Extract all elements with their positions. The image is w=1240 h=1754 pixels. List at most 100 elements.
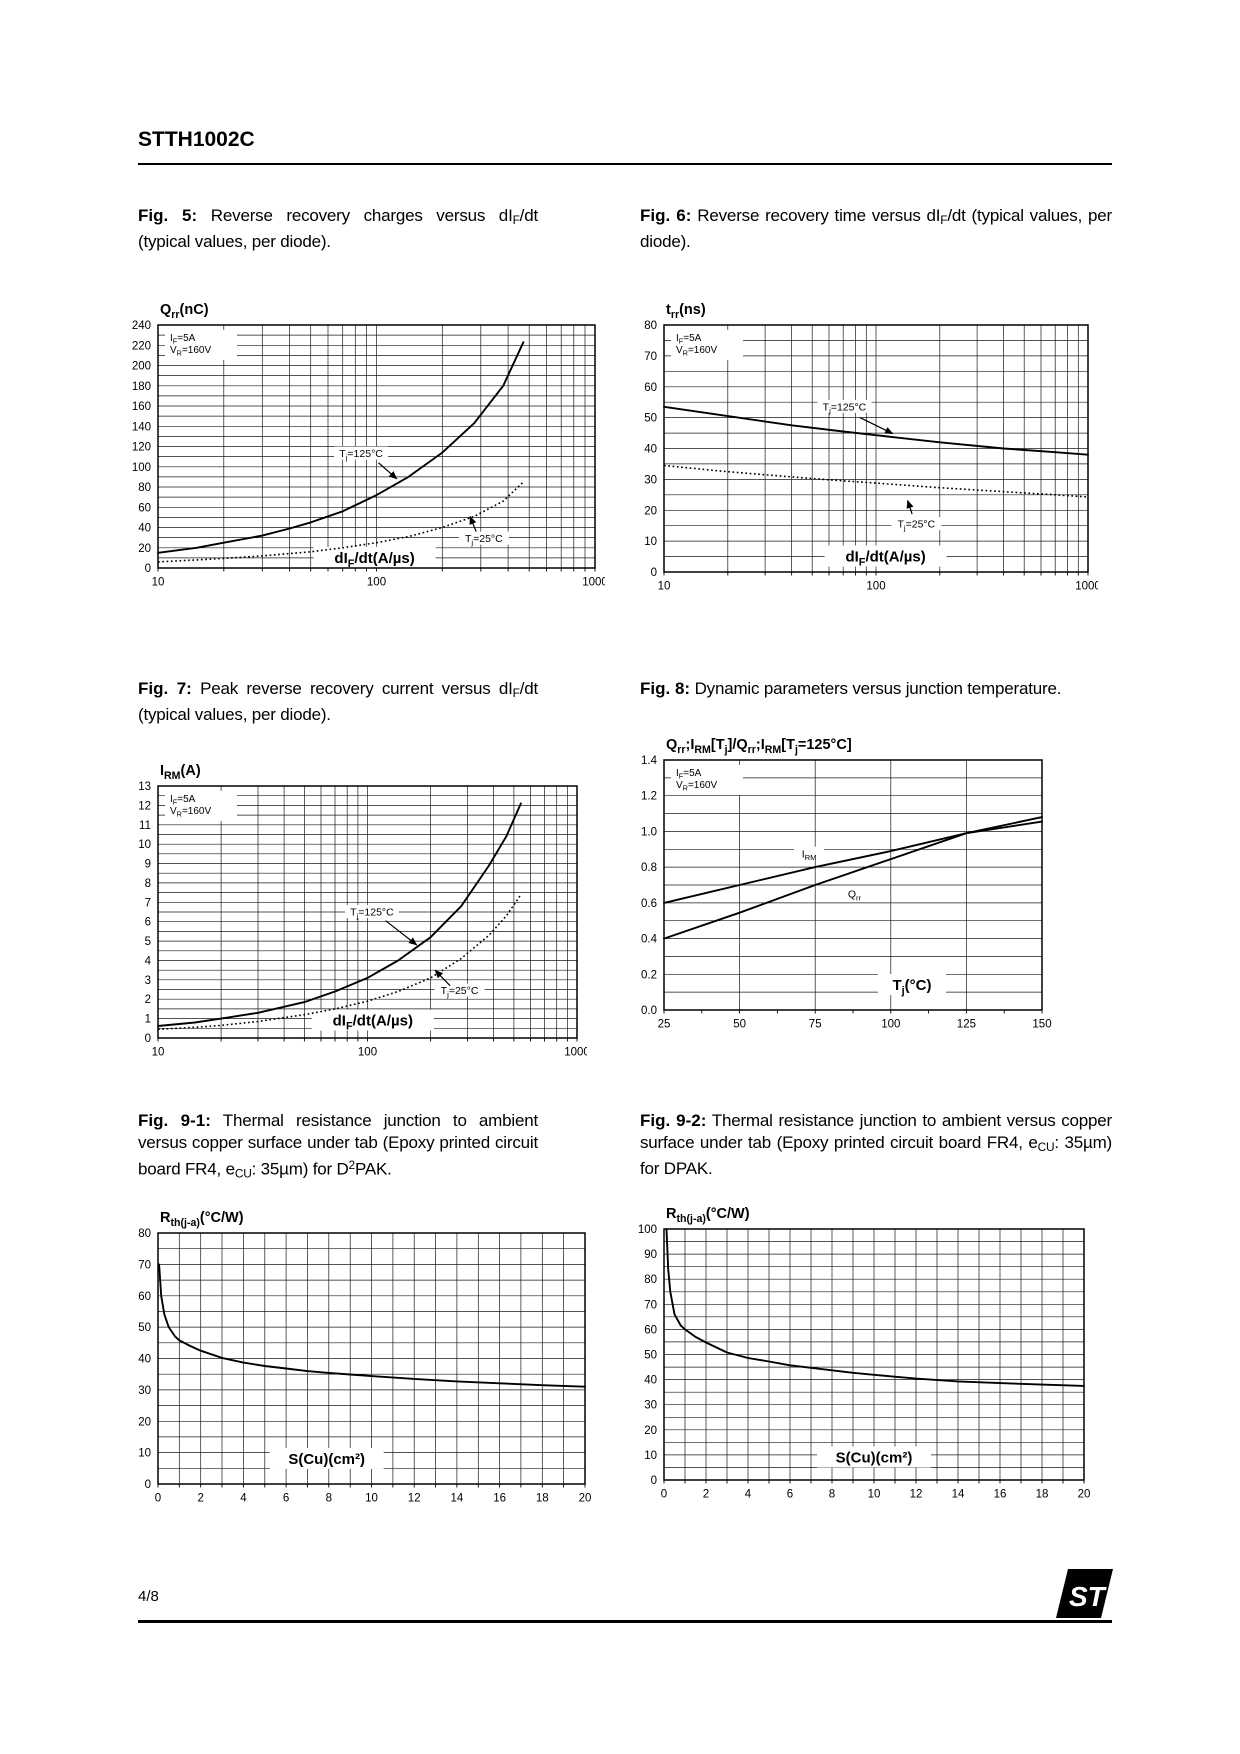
svg-text:60: 60: [644, 382, 657, 394]
svg-text:14: 14: [451, 1493, 464, 1505]
svg-text:180: 180: [132, 381, 151, 393]
svg-text:Tj=125°C: Tj=125°C: [823, 401, 867, 415]
chart-fig7-peak-reverse-recovery-current: dIF/dt(A/µs) IF=5A VR=160V Tj=125°C Tj=25°C 0…: [112, 752, 600, 1068]
svg-text:8: 8: [326, 1493, 332, 1505]
page-title: STTH1002C: [138, 128, 255, 151]
svg-text:100: 100: [358, 1046, 377, 1058]
svg-text:Qrr: Qrr: [848, 888, 862, 902]
svg-text:140: 140: [132, 421, 151, 433]
svg-text:0.4: 0.4: [641, 934, 658, 946]
svg-text:1.2: 1.2: [641, 791, 657, 803]
page-number: 4/8: [138, 1588, 159, 1605]
svg-text:4: 4: [745, 1488, 752, 1500]
svg-text:VR=160V: VR=160V: [170, 806, 211, 819]
svg-text:40: 40: [644, 1375, 657, 1387]
svg-text:160: 160: [132, 401, 151, 413]
st-logo: ST: [1056, 1568, 1114, 1625]
svg-text:70: 70: [644, 351, 657, 363]
svg-text:200: 200: [132, 360, 151, 372]
svg-text:16: 16: [493, 1493, 506, 1505]
svg-text:30: 30: [138, 1385, 151, 1397]
svg-text:0.8: 0.8: [641, 862, 657, 874]
svg-text:80: 80: [644, 320, 657, 332]
svg-text:dIF/dt(A/µs): dIF/dt(A/µs): [333, 1013, 413, 1033]
svg-text:50: 50: [644, 413, 657, 425]
chart-fig9-1-thermal-resistance-d2pak: S(Cu)(cm²) 0 10 20 30 40 50 60 70 80 0 2 4 6 8 10 12 14 16…: [112, 1199, 600, 1514]
svg-text:Tj=125°C: Tj=125°C: [350, 906, 394, 920]
svg-text:10: 10: [138, 1448, 151, 1460]
figure-5-caption: Fig. 5: Reverse recovery charges versus …: [138, 206, 538, 251]
svg-text:IF=5A: IF=5A: [676, 768, 702, 781]
svg-text:70: 70: [138, 1260, 151, 1272]
svg-text:VR=160V: VR=160V: [170, 345, 211, 358]
figure-6-block: Fig. 6: Reverse recovery time versus dIF…: [640, 205, 1112, 602]
svg-text:90: 90: [644, 1249, 657, 1261]
svg-text:10: 10: [658, 580, 671, 592]
svg-text:dIF/dt(A/µs): dIF/dt(A/µs): [845, 549, 925, 569]
svg-text:0: 0: [651, 567, 657, 579]
svg-text:12: 12: [910, 1488, 923, 1500]
svg-text:60: 60: [138, 1291, 151, 1303]
svg-text:10: 10: [138, 839, 151, 851]
svg-text:1.4: 1.4: [641, 755, 658, 767]
svg-text:4: 4: [240, 1493, 247, 1505]
svg-text:Rth(j-a)(°C/W): Rth(j-a)(°C/W): [160, 1210, 244, 1229]
figure-8-block: Fig. 8: Dynamic parameters versus juncti…: [640, 678, 1112, 1040]
svg-text:40: 40: [138, 522, 151, 534]
svg-text:Tj(°C): Tj(°C): [892, 977, 931, 997]
figure-9-2-block: Fig. 9-2: Thermal resistance junction to…: [638, 1110, 1112, 1510]
svg-text:3: 3: [145, 975, 151, 987]
svg-text:20: 20: [138, 1417, 151, 1429]
svg-text:14: 14: [952, 1488, 965, 1500]
svg-text:0.2: 0.2: [641, 969, 657, 981]
svg-text:IF=5A: IF=5A: [170, 333, 196, 346]
svg-text:10: 10: [644, 536, 657, 548]
svg-text:10: 10: [868, 1488, 881, 1500]
svg-text:Rth(j-a)(°C/W): Rth(j-a)(°C/W): [666, 1206, 750, 1225]
svg-text:60: 60: [138, 502, 151, 514]
svg-text:IRM(A): IRM(A): [160, 763, 201, 782]
svg-text:0: 0: [145, 563, 151, 575]
svg-text:10: 10: [644, 1450, 657, 1462]
svg-text:60: 60: [644, 1324, 657, 1336]
svg-text:VR=160V: VR=160V: [676, 780, 717, 793]
svg-text:80: 80: [138, 482, 151, 494]
svg-text:1: 1: [145, 1014, 151, 1026]
svg-text:10: 10: [365, 1493, 378, 1505]
svg-text:Qrr(nC): Qrr(nC): [160, 302, 209, 321]
svg-text:5: 5: [145, 936, 151, 948]
svg-text:IF=5A: IF=5A: [676, 333, 702, 346]
svg-text:220: 220: [132, 340, 151, 352]
chart-fig6-reverse-recovery-time: dIF/dt(A/µs) IF=5A VR=160V Tj=125°C Tj=25°C 0…: [618, 291, 1112, 602]
figure-6-caption: Fig. 6: Reverse recovery time versus dIF…: [640, 206, 1112, 251]
svg-text:8: 8: [829, 1488, 835, 1500]
svg-text:18: 18: [1036, 1488, 1049, 1500]
svg-text:50: 50: [733, 1019, 746, 1031]
figure-9-1-caption: Fig. 9-1: Thermal resistance junction to…: [138, 1111, 539, 1181]
svg-text:100: 100: [881, 1019, 900, 1031]
svg-text:Tj=25°C: Tj=25°C: [441, 985, 479, 999]
svg-text:0.6: 0.6: [641, 898, 657, 910]
svg-text:IF=5A: IF=5A: [170, 794, 196, 807]
svg-text:20: 20: [644, 505, 657, 517]
svg-text:30: 30: [644, 474, 657, 486]
svg-text:S(Cu)(cm²): S(Cu)(cm²): [836, 1449, 913, 1466]
svg-text:6: 6: [787, 1488, 793, 1500]
svg-text:1000: 1000: [564, 1046, 587, 1058]
svg-text:Qrr;IRM[Tj]/Qrr;IRM[Tj=125°C]: Qrr;IRM[Tj]/Qrr;IRM[Tj=125°C]: [666, 737, 852, 756]
svg-text:100: 100: [866, 580, 885, 592]
svg-text:2: 2: [197, 1493, 203, 1505]
svg-text:16: 16: [994, 1488, 1007, 1500]
svg-text:70: 70: [644, 1299, 657, 1311]
svg-text:50: 50: [138, 1322, 151, 1334]
svg-text:IRM: IRM: [802, 848, 817, 862]
svg-text:10: 10: [152, 1046, 165, 1058]
figure-7-caption: Fig. 7: Peak reverse recovery current ve…: [138, 679, 538, 724]
svg-text:2: 2: [145, 994, 151, 1006]
svg-text:10: 10: [152, 576, 165, 588]
svg-text:ST: ST: [1069, 1581, 1108, 1612]
svg-text:Tj=25°C: Tj=25°C: [897, 519, 935, 533]
svg-text:trr(ns): trr(ns): [666, 302, 706, 321]
svg-text:7: 7: [145, 897, 151, 909]
